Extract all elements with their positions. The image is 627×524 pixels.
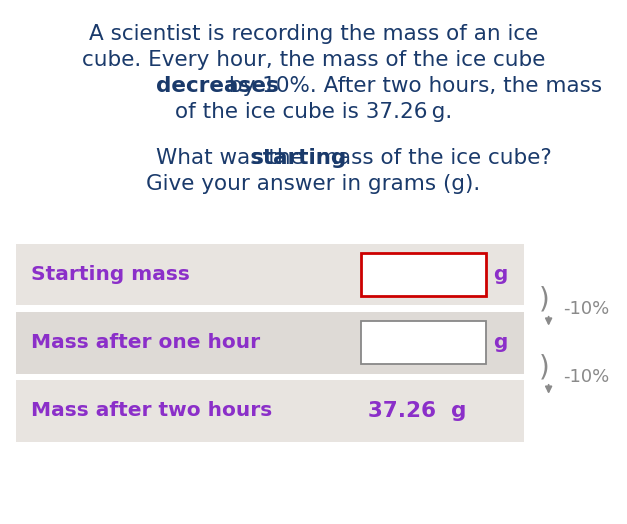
Text: Mass after one hour: Mass after one hour <box>31 333 260 352</box>
Bar <box>16 380 524 442</box>
Text: ): ) <box>539 353 550 381</box>
Text: -10%: -10% <box>563 300 609 318</box>
Text: -10%: -10% <box>563 368 609 386</box>
Text: starting: starting <box>251 148 347 168</box>
Text: decreases: decreases <box>155 76 278 96</box>
Bar <box>361 321 486 364</box>
Text: cube. Every hour, the mass of the ice cube: cube. Every hour, the mass of the ice cu… <box>82 50 545 70</box>
Text: ): ) <box>539 285 550 313</box>
Text: Starting mass: Starting mass <box>31 265 190 284</box>
Bar <box>16 312 524 374</box>
Text: mass of the ice cube?: mass of the ice cube? <box>310 148 552 168</box>
Bar <box>16 244 524 305</box>
Text: g: g <box>493 333 508 352</box>
Text: A scientist is recording the mass of an ice: A scientist is recording the mass of an … <box>89 24 538 43</box>
Bar <box>361 253 486 296</box>
Text: g: g <box>493 265 508 284</box>
Text: Mass after two hours: Mass after two hours <box>31 401 273 420</box>
Text: What was the: What was the <box>155 148 310 168</box>
Text: 37.26  g: 37.26 g <box>368 401 466 421</box>
Text: by 10%. After two hours, the mass: by 10%. After two hours, the mass <box>222 76 602 96</box>
Text: Give your answer in grams (g).: Give your answer in grams (g). <box>146 174 481 194</box>
Text: of the ice cube is 37.26 g.: of the ice cube is 37.26 g. <box>175 102 452 122</box>
